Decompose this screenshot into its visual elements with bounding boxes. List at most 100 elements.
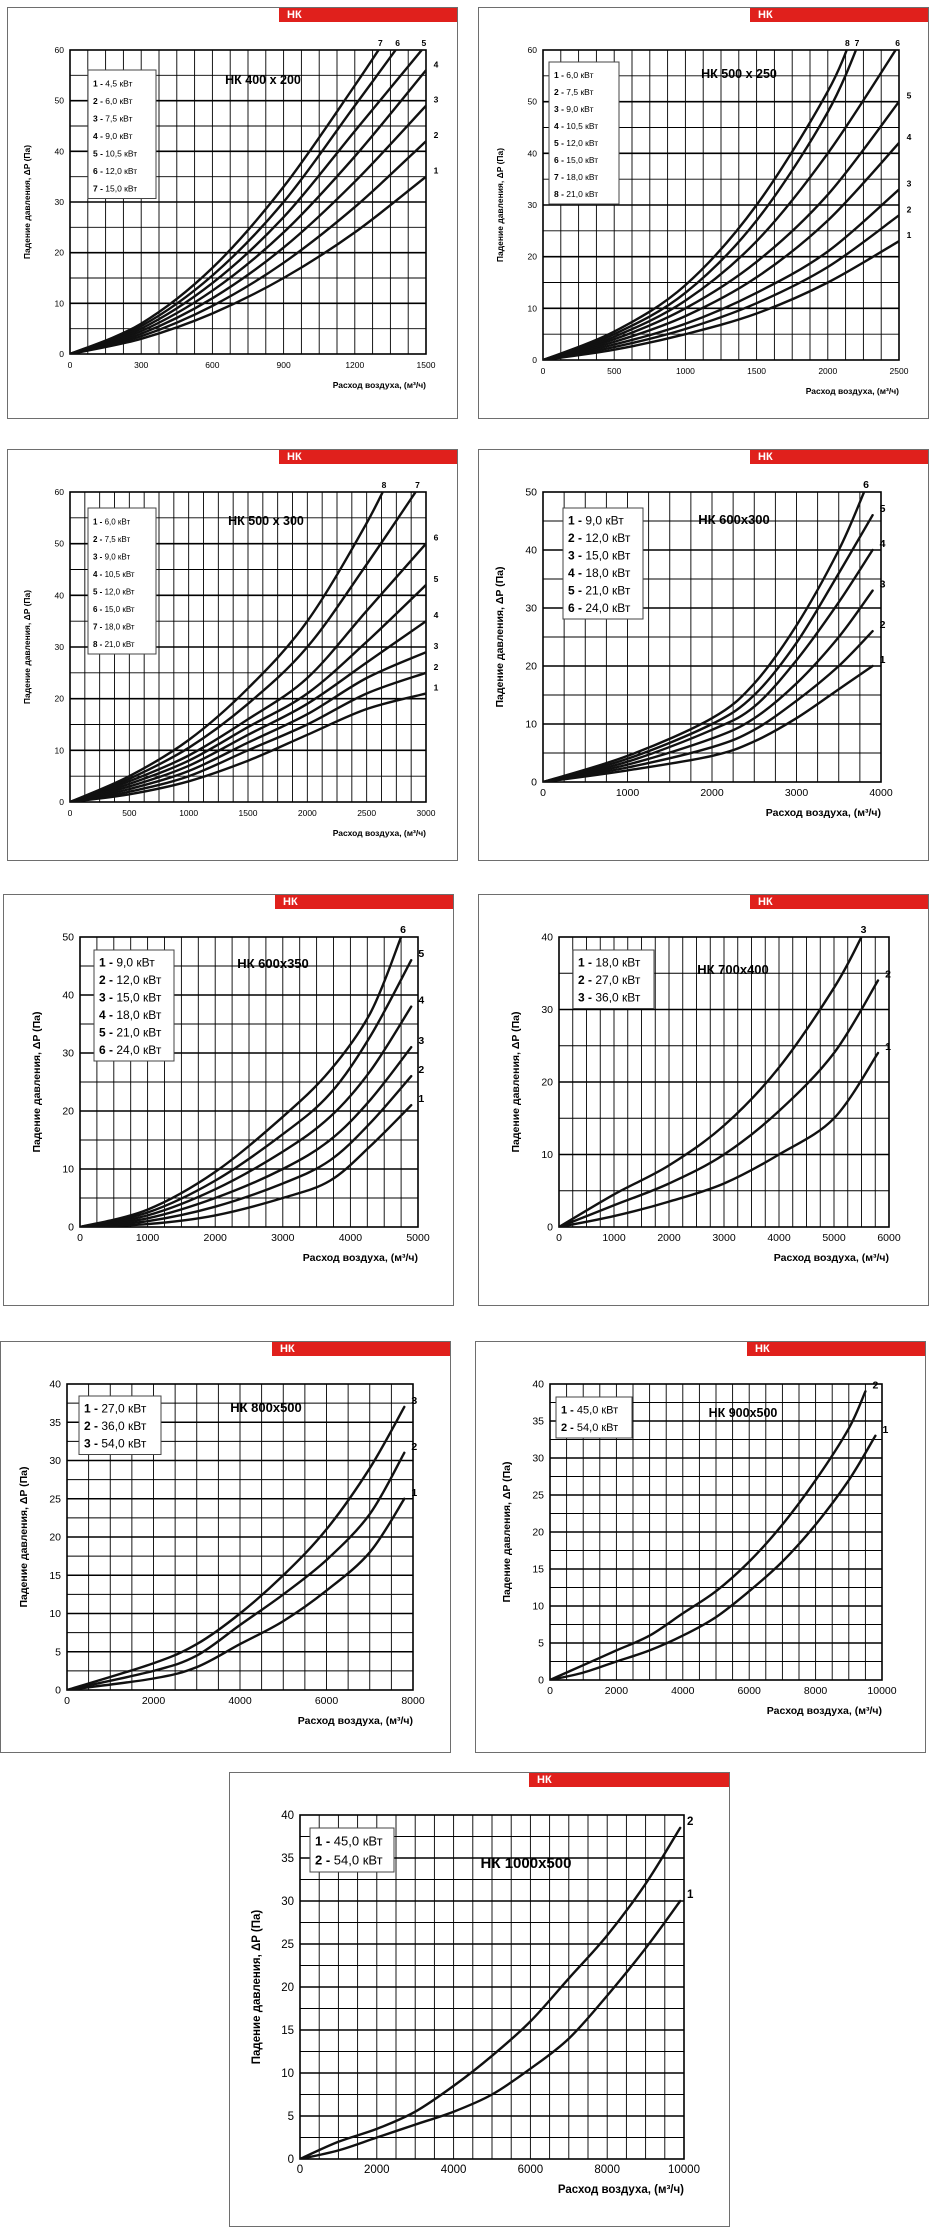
chart-svg: 0 500 1000 1500 2000 2500 3000 0 10 20 30 40 50 60 Рас… bbox=[22, 480, 439, 838]
x-axis-label: Расход воздуха, (м³/ч) bbox=[558, 2184, 684, 2196]
series-line-8 bbox=[70, 492, 385, 802]
chart-title: НК 900x500 bbox=[709, 1406, 778, 1420]
series-line-5 bbox=[80, 959, 413, 1227]
legend-item-4: 4 - 10,5 кВт bbox=[93, 570, 135, 579]
x-tick-label: 0 bbox=[547, 1685, 553, 1697]
x-tick-label: 0 bbox=[64, 1695, 70, 1707]
y-tick-label: 5 bbox=[55, 1646, 61, 1658]
legend-item-3: 3 - 9,0 кВт bbox=[93, 553, 130, 562]
series-label-1: 1 bbox=[907, 230, 912, 240]
series-line-7 bbox=[70, 50, 381, 354]
legend-box bbox=[572, 949, 655, 1009]
x-tick-label: 2500 bbox=[357, 808, 376, 818]
x-tick-label: 2000 bbox=[142, 1695, 166, 1707]
y-axis-label: Падение давления, ΔP (Па) bbox=[251, 1910, 263, 2065]
legend-item-7: 7 - 18,0 кВт bbox=[554, 172, 598, 182]
y-tick-label: 15 bbox=[532, 1564, 544, 1576]
series-line-2 bbox=[550, 1390, 867, 1680]
x-tick-label: 0 bbox=[77, 1232, 83, 1244]
series-label-6: 6 bbox=[400, 924, 406, 936]
x-tick-label: 0 bbox=[556, 1232, 562, 1244]
y-tick-label: 30 bbox=[55, 642, 65, 652]
legend-item-3: 3 - 36,0 кВт bbox=[578, 991, 641, 1005]
x-axis-label: Расход воздуха, (м³/ч) bbox=[303, 1252, 418, 1264]
chart-panel-nk-900x500: НК 0 2000 4000 6000 8000 10000 0 5 10 15 20 25 30 35 4… bbox=[475, 1341, 926, 1753]
y-tick-label: 20 bbox=[55, 694, 65, 704]
series-line-1 bbox=[70, 692, 426, 802]
legend-box bbox=[87, 69, 157, 199]
legend-item-3: 3 - 15,0 кВт bbox=[99, 991, 162, 1005]
x-tick-label: 3000 bbox=[417, 808, 436, 818]
plot-frame bbox=[549, 1383, 883, 1681]
y-tick-label: 50 bbox=[62, 932, 74, 944]
series-line-2 bbox=[67, 1451, 406, 1690]
series-line-1 bbox=[67, 1497, 406, 1690]
x-tick-label: 2000 bbox=[605, 1685, 629, 1697]
y-axis-label: Падение давления, ΔP (Па) bbox=[510, 1011, 522, 1152]
series-label-2: 2 bbox=[907, 204, 912, 214]
x-tick-label: 0 bbox=[68, 360, 73, 370]
chart-svg: 0 2000 4000 6000 8000 0 5 10 15 20 25 30 35 40 Расход … bbox=[18, 1379, 425, 1727]
legend-item-1: 1 - 9,0 кВт bbox=[99, 956, 155, 970]
x-tick-label: 0 bbox=[297, 2164, 303, 2176]
y-tick-label: 30 bbox=[541, 1004, 553, 1016]
series-label-4: 4 bbox=[418, 995, 424, 1007]
series-group bbox=[70, 492, 426, 802]
y-axis-label: Падение давления, ΔP (Па) bbox=[494, 566, 506, 707]
x-tick-label: 1500 bbox=[239, 808, 258, 818]
legend-item-4: 4 - 18,0 кВт bbox=[568, 566, 631, 580]
series-label-2: 2 bbox=[872, 1379, 878, 1391]
x-tick-label: 6000 bbox=[315, 1695, 339, 1707]
series-label-4: 4 bbox=[434, 610, 439, 620]
legend-item-2: 2 - 7,5 кВт bbox=[554, 87, 594, 97]
y-tick-label: 40 bbox=[532, 1379, 544, 1391]
series-line-1 bbox=[300, 1899, 682, 2159]
x-tick-label: 10000 bbox=[867, 1685, 896, 1697]
chart-title: НК 800x500 bbox=[230, 1400, 302, 1415]
y-tick-label: 35 bbox=[281, 1853, 294, 1865]
x-tick-label: 2000 bbox=[364, 2164, 390, 2176]
x-tick-label: 4000 bbox=[869, 787, 893, 799]
series-line-2 bbox=[70, 140, 426, 354]
legend-box bbox=[87, 507, 157, 655]
series-label-5: 5 bbox=[418, 948, 424, 960]
legend-item-2: 2 - 27,0 кВт bbox=[578, 973, 641, 987]
x-tick-label: 2500 bbox=[890, 366, 909, 376]
y-tick-label: 25 bbox=[49, 1493, 61, 1505]
series-group bbox=[543, 50, 899, 360]
series-line-4 bbox=[70, 69, 426, 354]
series-line-3 bbox=[543, 188, 899, 360]
y-tick-label: 20 bbox=[528, 252, 538, 262]
series-line-6 bbox=[70, 50, 398, 354]
plot-frame bbox=[542, 491, 882, 783]
y-tick-label: 10 bbox=[281, 2068, 294, 2080]
legend: 1 - 18,0 кВт 2 - 27,0 кВт 3 - 36,0 кВт bbox=[572, 949, 655, 1009]
y-tick-label: 5 bbox=[538, 1638, 544, 1650]
legend-item-4: 4 - 18,0 кВт bbox=[99, 1008, 162, 1022]
legend-item-2: 2 - 36,0 кВт bbox=[84, 1419, 147, 1433]
series-line-2 bbox=[543, 214, 899, 360]
legend-item-5: 5 - 12,0 кВт bbox=[93, 588, 135, 597]
x-tick-label: 1000 bbox=[676, 366, 695, 376]
series-line-7 bbox=[543, 50, 858, 360]
nk-tag: НК bbox=[279, 8, 457, 22]
y-tick-label: 40 bbox=[541, 932, 553, 944]
series-group bbox=[550, 1390, 877, 1680]
y-tick-label: 35 bbox=[49, 1417, 61, 1429]
series-line-1 bbox=[80, 1104, 413, 1227]
legend-box bbox=[555, 1396, 633, 1439]
series-line-5 bbox=[543, 514, 874, 782]
y-tick-label: 40 bbox=[281, 1810, 294, 1822]
y-tick-label: 25 bbox=[532, 1490, 544, 1502]
x-tick-label: 8000 bbox=[401, 1695, 425, 1707]
y-tick-label: 20 bbox=[281, 1982, 294, 1994]
nk-tag: НК bbox=[279, 450, 457, 464]
y-axis-label: Падение давления, ΔP (Па) bbox=[18, 1466, 30, 1607]
legend: 1 - 45,0 кВт 2 - 54,0 кВт bbox=[555, 1396, 633, 1439]
y-tick-label: 0 bbox=[538, 1675, 544, 1687]
chart-title: НК 600x300 bbox=[698, 512, 770, 527]
chart-panel-nk-500x250: НК 0 500 1000 1500 2000 2500 0 10 20 30 40 50 60 Расх… bbox=[478, 7, 929, 419]
y-tick-label: 20 bbox=[532, 1527, 544, 1539]
series-label-4: 4 bbox=[434, 59, 439, 69]
nk-tag: НК bbox=[750, 450, 928, 464]
